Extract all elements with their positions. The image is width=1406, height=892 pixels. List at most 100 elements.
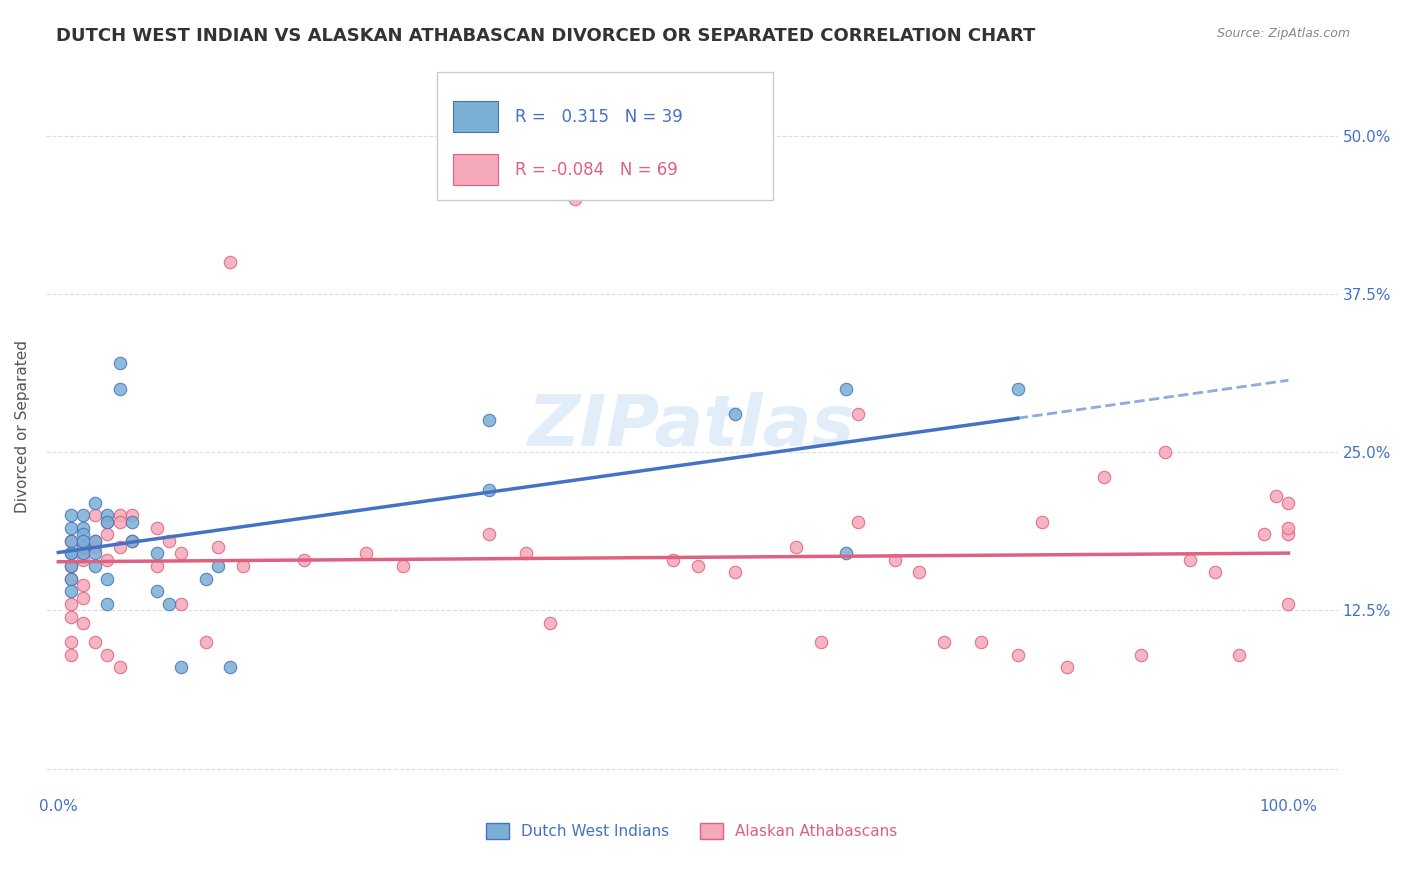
Point [1227,648,1250,662]
Point [59,559,82,574]
Point [121,533,143,548]
Point [846,515,869,529]
Text: R =   0.315   N = 39: R = 0.315 N = 39 [515,108,682,126]
FancyBboxPatch shape [453,102,498,132]
Point [108,540,131,554]
FancyBboxPatch shape [453,154,498,186]
Point [908,566,931,580]
FancyBboxPatch shape [437,72,773,200]
Y-axis label: Divorced or Separated: Divorced or Separated [15,341,30,513]
Point [785,540,807,554]
Point [59,546,82,560]
Point [391,559,413,574]
Point [84,540,107,554]
Text: DUTCH WEST INDIAN VS ALASKAN ATHABASCAN DIVORCED OR SEPARATED CORRELATION CHART: DUTCH WEST INDIAN VS ALASKAN ATHABASCAN … [56,27,1036,45]
Point [686,559,709,574]
Point [207,559,229,574]
Point [59,648,82,662]
Point [84,533,107,548]
Point [883,553,905,567]
Point [724,407,747,421]
Point [219,255,242,269]
Point [1277,496,1299,510]
Point [59,609,82,624]
Point [59,521,82,535]
Point [72,591,94,605]
Point [59,546,82,560]
Legend: Dutch West Indians, Alaskan Athabascans: Dutch West Indians, Alaskan Athabascans [479,817,904,845]
Point [970,635,993,649]
Point [84,496,107,510]
Point [170,597,193,611]
Point [72,553,94,567]
Point [96,515,118,529]
Point [72,546,94,560]
Point [846,407,869,421]
Point [84,546,107,560]
Point [84,533,107,548]
Point [810,635,832,649]
Point [72,521,94,535]
Point [59,508,82,523]
Point [564,192,586,206]
Point [96,508,118,523]
Point [59,584,82,599]
Point [96,553,118,567]
Point [84,508,107,523]
Point [59,533,82,548]
Point [478,483,501,497]
Point [72,616,94,631]
Point [170,660,193,674]
Point [96,527,118,541]
Point [59,572,82,586]
Point [170,546,193,560]
Point [834,546,856,560]
Point [59,533,82,548]
Point [145,521,167,535]
Point [194,572,217,586]
Point [145,559,167,574]
Point [157,597,180,611]
Text: ZIPatlas: ZIPatlas [529,392,855,461]
Point [72,527,94,541]
Point [724,566,747,580]
Point [834,382,856,396]
Point [1178,553,1201,567]
Point [59,559,82,574]
Point [1253,527,1275,541]
Point [72,546,94,560]
Point [145,584,167,599]
Point [478,413,501,427]
Point [84,559,107,574]
Point [1265,490,1288,504]
Point [108,515,131,529]
Text: Source: ZipAtlas.com: Source: ZipAtlas.com [1216,27,1350,40]
Point [96,572,118,586]
Point [194,635,217,649]
Point [72,540,94,554]
Point [59,635,82,649]
Point [1129,648,1152,662]
Point [59,597,82,611]
Point [72,578,94,592]
Point [72,540,94,554]
Point [84,635,107,649]
Point [515,546,537,560]
Point [1031,515,1053,529]
Point [1277,597,1299,611]
Point [219,660,242,674]
Point [662,553,685,567]
Point [72,533,94,548]
Point [1056,660,1078,674]
Point [207,540,229,554]
Point [96,648,118,662]
Point [96,515,118,529]
Point [1007,382,1029,396]
Point [932,635,955,649]
Point [157,533,180,548]
Point [108,660,131,674]
Point [292,553,315,567]
Point [478,527,501,541]
Point [1154,445,1177,459]
Point [121,533,143,548]
